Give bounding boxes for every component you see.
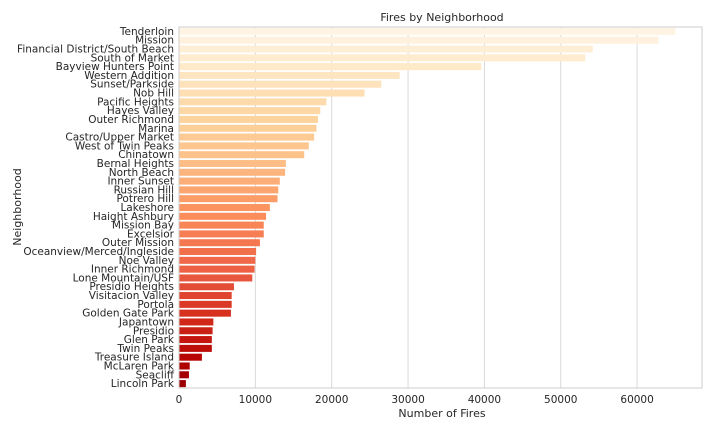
x-tick-label: 0: [176, 394, 183, 406]
bar: [179, 344, 212, 352]
y-tick-label: Chinatown: [118, 149, 174, 161]
bar: [179, 300, 232, 308]
y-tick-label: Presidio Heights: [89, 281, 174, 293]
bar: [179, 230, 264, 238]
bar: [179, 124, 317, 132]
y-tick-label: Pacific Heights: [97, 96, 174, 108]
x-tick-label: 60000: [620, 394, 653, 406]
y-tick-label: Oceanview/Merced/Ingleside: [23, 246, 174, 258]
x-tick-label: 40000: [468, 394, 501, 406]
bar: [179, 36, 659, 44]
x-tick-label: 10000: [239, 394, 272, 406]
y-tick-label: Inner Richmond: [91, 264, 174, 276]
bar: [179, 380, 186, 388]
y-tick-label: Twin Peaks: [116, 343, 174, 355]
bar: [179, 362, 190, 370]
bar: [179, 159, 286, 167]
x-tick-label: 20000: [315, 394, 348, 406]
bar: [179, 221, 264, 229]
y-tick-label: Potrero Hill: [116, 193, 174, 205]
bar: [179, 239, 260, 247]
y-tick-label: Russian Hill: [114, 184, 174, 196]
y-tick-label: Nob Hill: [133, 88, 174, 100]
y-tick-label: Hayes Valley: [107, 105, 174, 117]
y-tick-label: Japantown: [118, 316, 174, 328]
y-tick-label: Bernal Heights: [97, 158, 174, 170]
bar: [179, 54, 586, 62]
bar: [179, 265, 255, 273]
y-tick-label: Treasure Island: [94, 352, 174, 364]
y-tick-label: Financial District/South Beach: [17, 44, 174, 56]
y-tick-label: Bayview Hunters Point: [56, 61, 174, 73]
y-tick-label: Outer Mission: [102, 237, 174, 249]
y-tick-label: Marina: [138, 123, 174, 135]
bar: [179, 63, 482, 71]
y-tick-label: Lincoln Park: [111, 378, 175, 390]
y-tick-label: Lakeshore: [120, 202, 174, 214]
bar: [179, 98, 327, 106]
y-tick-label: Lone Mountain/USF: [73, 272, 174, 284]
y-tick-label: Portola: [137, 299, 174, 311]
bar: [179, 371, 189, 379]
bar: [179, 71, 400, 79]
bar: [179, 203, 270, 212]
x-tick-label: 50000: [544, 394, 577, 406]
x-axis-title: Number of Fires: [398, 407, 485, 420]
y-tick-label: South of Market: [91, 52, 174, 64]
y-tick-label: West of Twin Peaks: [75, 140, 174, 152]
y-tick-label: Haight Ashbury: [93, 211, 174, 223]
bar: [179, 89, 365, 97]
bar: [179, 177, 280, 185]
bar: [179, 336, 212, 344]
y-tick-label: Glen Park: [124, 334, 175, 346]
bar: [179, 256, 256, 264]
bar: [179, 309, 231, 317]
bar: [179, 318, 214, 326]
bar: [179, 27, 676, 35]
x-tick-labels: 0 10000 20000 30000 40000 50000 60000: [176, 394, 654, 406]
bar: [179, 292, 232, 300]
y-tick-label: Presidio: [133, 325, 174, 337]
bar: [179, 353, 202, 361]
y-tick-label: Mission Bay: [112, 220, 174, 232]
bar: [179, 248, 257, 256]
bar: [179, 107, 321, 115]
y-tick-label: Noe Valley: [119, 255, 174, 267]
y-tick-label: Castro/Upper Market: [65, 132, 174, 144]
y-tick-label: Sunset/Parkside: [90, 79, 174, 91]
bar: [179, 283, 234, 291]
bar: [179, 168, 286, 176]
y-tick-label: Seacliff: [136, 369, 175, 381]
bar: [179, 80, 382, 88]
bar: [179, 327, 213, 335]
y-tick-label: Mission: [135, 35, 174, 47]
bar: [179, 45, 593, 53]
bar: [179, 142, 309, 150]
y-tick-label: Tenderloin: [119, 26, 174, 38]
y-tick-label: McLaren Park: [104, 360, 175, 372]
y-tick-label: Outer Richmond: [88, 114, 174, 126]
y-tick-label: Golden Gate Park: [82, 308, 175, 320]
y-tick-label: Visitacion Valley: [89, 290, 174, 302]
bar: [179, 186, 279, 194]
y-tick-label: Western Addition: [84, 70, 174, 82]
bars: [179, 27, 676, 388]
x-tick-label: 30000: [391, 394, 424, 406]
bar: [179, 133, 315, 141]
y-tick-label: Excelsior: [127, 228, 175, 240]
y-axis-title: Neighborhood: [11, 168, 24, 245]
plot-frame: [178, 26, 703, 389]
y-tick-label: North Beach: [109, 167, 174, 179]
bar: [179, 115, 318, 123]
bar: [179, 212, 267, 220]
bar: [179, 195, 278, 203]
chart-title: Fires by Neighborhood: [380, 11, 503, 24]
bar: [179, 274, 253, 282]
y-tick-label: Inner Sunset: [107, 176, 174, 188]
bar: [179, 151, 305, 159]
